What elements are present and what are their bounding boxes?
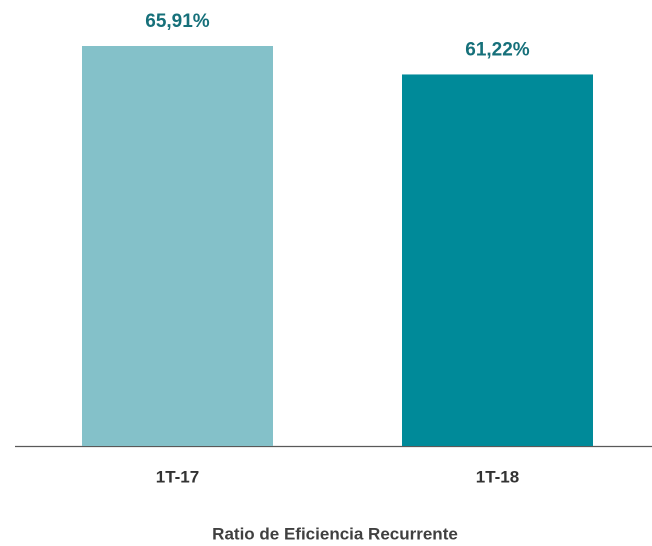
x-tick-label: 1T-18 bbox=[476, 467, 519, 486]
chart-title: Ratio de Eficiencia Recurrente bbox=[212, 524, 458, 543]
x-tick-label: 1T-17 bbox=[156, 467, 199, 486]
bar bbox=[402, 74, 593, 446]
value-label: 65,91% bbox=[145, 11, 210, 32]
value-label: 61,22% bbox=[465, 39, 530, 60]
bar bbox=[82, 46, 273, 446]
